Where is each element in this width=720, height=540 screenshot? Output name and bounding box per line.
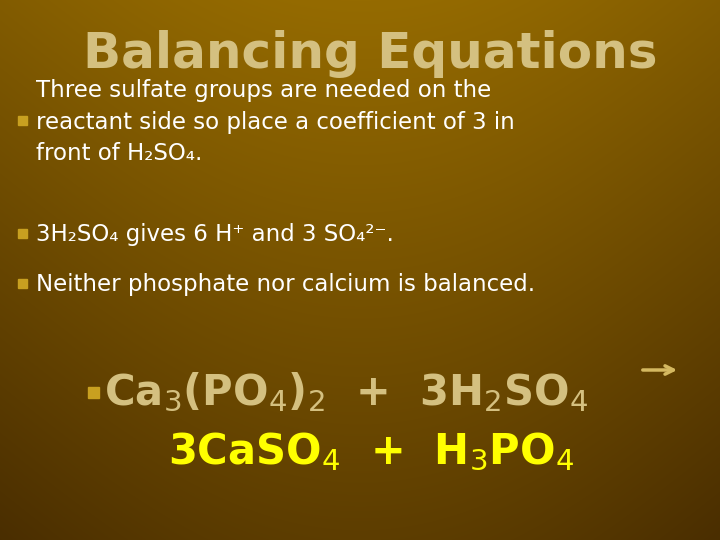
Text: 3H₂SO₄ gives 6 H⁺ and 3 SO₄²⁻.: 3H₂SO₄ gives 6 H⁺ and 3 SO₄²⁻.	[36, 224, 394, 246]
Bar	[18, 228, 27, 238]
Bar	[18, 279, 27, 287]
Text: 3CaSO$_4$  +  H$_3$PO$_4$: 3CaSO$_4$ + H$_3$PO$_4$	[168, 431, 574, 473]
Bar	[18, 116, 27, 125]
Text: Neither phosphate nor calcium is balanced.: Neither phosphate nor calcium is balance…	[36, 273, 535, 296]
Text: Three sulfate groups are needed on the
reactant side so place a coefficient of 3: Three sulfate groups are needed on the r…	[36, 79, 515, 165]
Text: Ca$_3$(PO$_4$)$_2$  +  3H$_2$SO$_4$: Ca$_3$(PO$_4$)$_2$ + 3H$_2$SO$_4$	[104, 370, 588, 414]
Text: Balancing Equations: Balancing Equations	[83, 30, 657, 78]
Bar	[88, 387, 99, 398]
